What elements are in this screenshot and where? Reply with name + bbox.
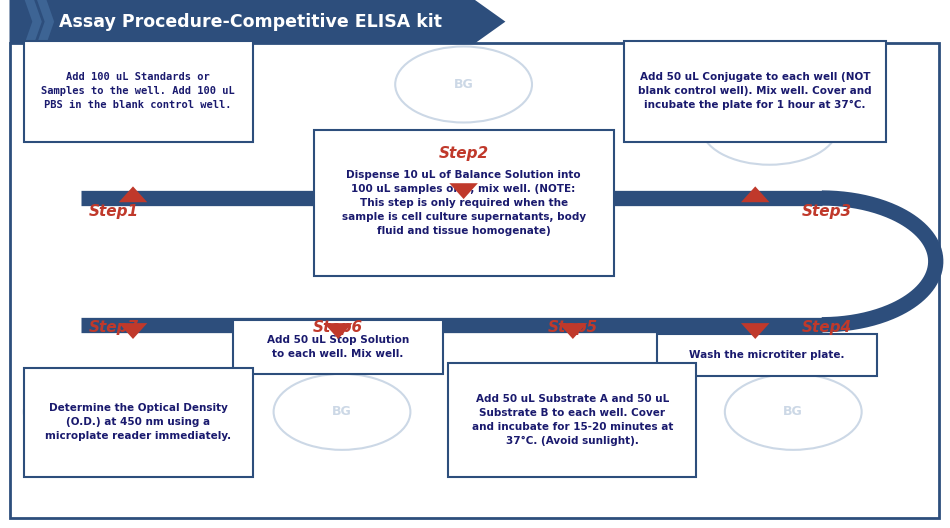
FancyBboxPatch shape [24,41,253,142]
Text: Step4: Step4 [802,320,851,335]
Text: Step3: Step3 [802,204,851,219]
FancyBboxPatch shape [314,130,614,276]
FancyBboxPatch shape [10,43,939,518]
FancyBboxPatch shape [24,368,253,477]
Polygon shape [10,0,505,43]
Text: Step1: Step1 [89,204,139,219]
Polygon shape [37,0,54,43]
Text: Dispense 10 uL of Balance Solution into
100 uL samples only, mix well. (NOTE:
Th: Dispense 10 uL of Balance Solution into … [342,170,585,237]
Polygon shape [741,186,770,202]
Text: BG: BG [784,406,803,418]
Text: Step2: Step2 [439,146,488,161]
Text: BG: BG [560,406,580,418]
Text: Step5: Step5 [548,320,598,335]
Text: Add 50 uL Substrate A and 50 uL
Substrate B to each well. Cover
and incubate for: Add 50 uL Substrate A and 50 uL Substrat… [472,394,673,446]
FancyBboxPatch shape [624,41,886,142]
Text: Add 50 uL Stop Solution
to each well. Mix well.: Add 50 uL Stop Solution to each well. Mi… [267,335,408,359]
Polygon shape [741,323,770,339]
Polygon shape [324,323,352,339]
Polygon shape [25,0,42,43]
Text: Add 50 uL Conjugate to each well (NOT
blank control well). Mix well. Cover and
i: Add 50 uL Conjugate to each well (NOT bl… [638,72,872,110]
FancyBboxPatch shape [657,334,877,376]
Text: BG: BG [454,78,473,91]
Text: Add 100 uL Standards or
Samples to the well. Add 100 uL
PBS in the blank control: Add 100 uL Standards or Samples to the w… [42,72,235,110]
FancyBboxPatch shape [233,320,443,374]
Polygon shape [119,323,147,339]
Text: Step7: Step7 [89,320,139,335]
Polygon shape [559,323,587,339]
Text: Determine the Optical Density
(O.D.) at 450 nm using a
microplate reader immedia: Determine the Optical Density (O.D.) at … [46,403,231,441]
Polygon shape [119,186,147,202]
Text: BG: BG [83,406,102,418]
Text: Step6: Step6 [314,320,363,335]
Text: BG: BG [332,406,352,418]
Text: BG: BG [760,120,779,133]
Text: BG: BG [166,78,185,91]
Text: Assay Procedure-Competitive ELISA kit: Assay Procedure-Competitive ELISA kit [59,13,442,31]
Text: Wash the microtiter plate.: Wash the microtiter plate. [690,350,845,360]
Polygon shape [449,183,478,199]
FancyBboxPatch shape [448,363,696,477]
